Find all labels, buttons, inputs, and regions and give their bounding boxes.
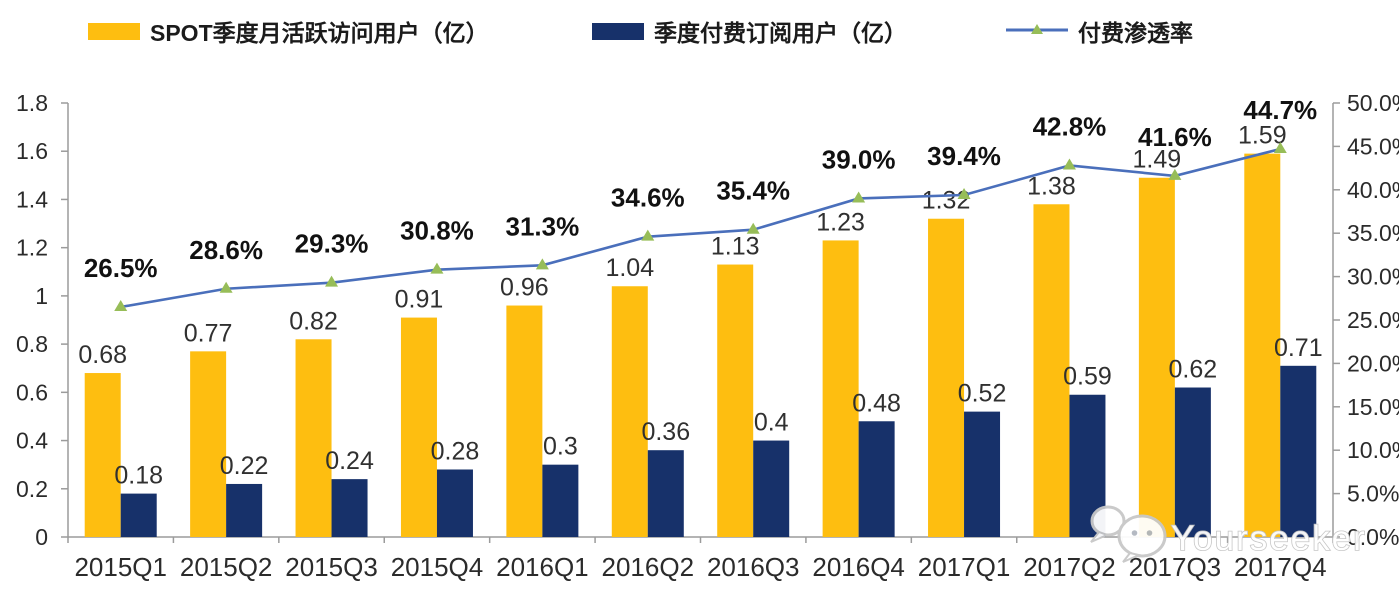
svg-text:1.38: 1.38 [1027,172,1076,200]
svg-text:44.7%: 44.7% [1243,95,1317,125]
svg-text:30.8%: 30.8% [400,216,474,246]
subscriber-bars [120,365,1317,537]
left-axis-labels: 0 0.2 0.4 0.6 0.8 1 1.2 1.4 1.6 1.8 [16,90,48,550]
svg-text:0.62: 0.62 [1169,356,1218,384]
svg-text:15.0%: 15.0% [1347,394,1399,420]
legend-item-mau: SPOT季度月活跃访问用户（亿） [88,13,489,49]
svg-text:2016Q2: 2016Q2 [602,552,695,582]
svg-text:0.22: 0.22 [220,452,269,480]
svg-text:0.3: 0.3 [543,433,578,461]
svg-text:1.2: 1.2 [16,235,48,261]
svg-text:35.4%: 35.4% [716,176,790,206]
svg-text:35.0%: 35.0% [1347,220,1399,246]
penetration-markers [114,142,1287,311]
x-axis-labels: 2015Q1 2015Q2 2015Q3 2015Q4 2016Q1 2016Q2 2016… [74,552,1326,582]
svg-text:39.4%: 39.4% [927,141,1001,171]
svg-text:0.0%: 0.0% [1347,524,1399,550]
svg-text:2016Q3: 2016Q3 [707,552,800,582]
svg-text:2017Q2: 2017Q2 [1023,552,1116,582]
svg-text:45.0%: 45.0% [1347,133,1399,159]
svg-text:34.6%: 34.6% [611,183,685,213]
svg-text:0.91: 0.91 [395,286,444,314]
svg-text:0.4: 0.4 [754,409,789,437]
svg-text:1.4: 1.4 [16,186,48,212]
mau-bars [84,153,1281,537]
legend-label-mau: SPOT季度月活跃访问用户（亿） [150,20,489,46]
svg-text:0.4: 0.4 [16,428,48,454]
penetration-labels: 26.5% 28.6% 29.3% 30.8% 31.3% 34.6% 35.4% 39.0%… [84,95,1317,283]
svg-text:25.0%: 25.0% [1347,307,1399,333]
svg-text:10.0%: 10.0% [1347,437,1399,463]
svg-text:0.48: 0.48 [852,389,901,417]
svg-text:0.2: 0.2 [16,476,48,502]
svg-text:41.6%: 41.6% [1138,122,1212,152]
svg-text:2017Q3: 2017Q3 [1129,552,1222,582]
svg-text:39.0%: 39.0% [822,144,896,174]
svg-text:0.8: 0.8 [16,331,48,357]
svg-text:2015Q4: 2015Q4 [391,552,484,582]
subscriber-series-swatch [592,22,644,40]
svg-text:0.24: 0.24 [325,447,374,475]
mau-bar-labels: 0.680.77 0.820.91 0.961.041.131.231.321.38… [78,122,1286,369]
svg-text:1: 1 [35,283,48,309]
svg-text:2017Q4: 2017Q4 [1234,552,1327,582]
svg-text:20.0%: 20.0% [1347,350,1399,376]
svg-text:30.0%: 30.0% [1347,264,1399,290]
svg-text:0.71: 0.71 [1274,334,1323,362]
svg-text:1.59: 1.59 [1238,122,1287,150]
legend-label-subscribers: 季度付费订阅用户（亿） [654,20,907,46]
svg-text:26.5%: 26.5% [84,253,158,283]
svg-text:2015Q3: 2015Q3 [285,552,378,582]
legend-item-subscribers: 季度付费订阅用户（亿） [592,13,907,49]
svg-text:2017Q1: 2017Q1 [918,552,1011,582]
svg-text:0.28: 0.28 [431,437,480,465]
legend-label-penetration: 付费渗透率 [1078,20,1193,46]
penetration-line [120,147,1281,309]
svg-text:1.13: 1.13 [711,233,760,261]
svg-text:0.68: 0.68 [78,341,127,369]
svg-text:2015Q2: 2015Q2 [180,552,273,582]
penetration-line-marker-icon [1006,18,1068,45]
svg-text:28.6%: 28.6% [189,235,263,265]
svg-text:0.18: 0.18 [114,462,163,490]
svg-text:1.8: 1.8 [16,90,48,116]
svg-text:1.04: 1.04 [605,254,654,282]
svg-text:0.52: 0.52 [958,380,1007,408]
svg-text:5.0%: 5.0% [1347,481,1399,507]
svg-text:2015Q1: 2015Q1 [74,552,167,582]
svg-text:0.59: 0.59 [1063,363,1112,391]
right-axis-labels: 0.0% 5.0% 10.0% 15.0% 20.0% 25.0% 30.0% 35.0% 40… [1347,90,1399,550]
svg-text:0.77: 0.77 [184,319,233,347]
legend-item-penetration: 付费渗透率 [1006,13,1193,49]
svg-text:0: 0 [35,524,48,550]
svg-text:0.36: 0.36 [641,418,690,446]
svg-text:42.8%: 42.8% [1033,111,1107,141]
svg-text:31.3%: 31.3% [506,211,580,241]
svg-text:40.0%: 40.0% [1347,177,1399,203]
svg-text:2016Q4: 2016Q4 [812,552,905,582]
mau-series-swatch [88,22,140,40]
svg-text:1.23: 1.23 [816,208,865,236]
axes [61,102,1340,543]
svg-text:1.49: 1.49 [1133,146,1182,174]
svg-text:0.82: 0.82 [289,307,338,335]
svg-text:29.3%: 29.3% [295,229,369,259]
svg-text:0.96: 0.96 [500,274,549,302]
svg-text:0.6: 0.6 [16,379,48,405]
svg-text:1.6: 1.6 [16,138,48,164]
svg-text:50.0%: 50.0% [1347,90,1399,116]
subscriber-bar-labels: 0.18 0.22 0.24 0.28 0.3 0.36 0.4 0.48 0.52 0.59 0.… [114,334,1322,490]
svg-text:2016Q1: 2016Q1 [496,552,589,582]
